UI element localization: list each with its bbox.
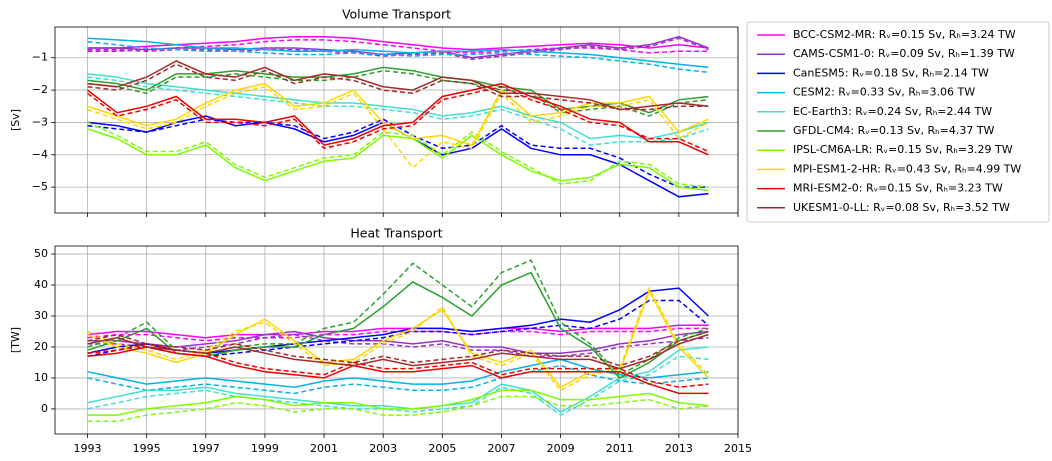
x-tick-label: 2011 (606, 442, 634, 455)
x-tick-label: 1997 (192, 442, 220, 455)
x-tick-label: 2001 (310, 442, 338, 455)
legend-label: UKESM1-0-LL: Rᵥ=0.08 Sv, Rₕ=3.52 TW (793, 201, 1010, 214)
dashed-line (87, 39, 709, 54)
y-tick-label: 10 (34, 371, 48, 384)
dashed-line (87, 355, 709, 416)
line (87, 346, 709, 413)
x-tick-label: 2015 (724, 442, 752, 455)
x-tick-label: 2003 (369, 442, 397, 455)
plot-area (87, 259, 709, 423)
axes-frame (54, 245, 739, 435)
legend-label: CAMS-CSM1-0: Rᵥ=0.09 Sv, Rₕ=1.39 TW (793, 47, 1015, 60)
dashed-line (87, 364, 709, 395)
line (87, 35, 709, 51)
legend-box (746, 21, 1050, 223)
legend-label: IPSL-CM6A-LR: Rᵥ=0.15 Sv, Rₕ=3.29 TW (793, 143, 1013, 156)
x-tick-label: 2005 (428, 442, 456, 455)
x-tick-label: 2009 (547, 442, 575, 455)
y-tick-label: −3 (32, 115, 48, 128)
line (87, 60, 709, 111)
dashed-line (87, 69, 709, 117)
x-tick-label: 2013 (665, 442, 693, 455)
y-tick-label: −1 (32, 51, 48, 64)
y-tick-label: 20 (34, 340, 48, 353)
line (87, 35, 709, 59)
legend-label: GFDL-CM4: Rᵥ=0.13 Sv, Rₕ=4.37 TW (793, 124, 995, 137)
y-tick-label: 0 (41, 402, 48, 415)
line (87, 346, 709, 395)
legend-label: BCC-CSM2-MR: Rᵥ=0.15 Sv, Rₕ=3.24 TW (793, 28, 1016, 41)
line (87, 330, 709, 354)
dashed-line (87, 76, 709, 146)
dashed-line (87, 395, 709, 423)
panel-title: Volume Transport (342, 7, 451, 22)
x-tick-label: 2007 (487, 442, 515, 455)
line (87, 82, 709, 147)
y-axis-label: [Sv] (9, 109, 22, 131)
line (87, 333, 709, 370)
panel-title: Heat Transport (350, 226, 442, 241)
line (87, 324, 709, 339)
dashed-line (87, 259, 709, 376)
line (87, 37, 709, 69)
y-tick-label: 40 (34, 278, 48, 291)
dashed-line (87, 86, 709, 153)
dashed-line (87, 333, 709, 358)
legend-label: CESM2: Rᵥ=0.33 Sv, Rₕ=3.06 TW (793, 86, 975, 99)
y-tick-label: 50 (34, 247, 48, 260)
x-tick-label: 1999 (251, 442, 279, 455)
x-tick-label: 1993 (74, 442, 102, 455)
y-tick-label: −2 (32, 83, 48, 96)
legend-label: CanESM5: Rᵥ=0.18 Sv, Rₕ=2.14 TW (793, 66, 989, 79)
line (87, 128, 709, 192)
dashed-line (87, 286, 709, 392)
line (87, 82, 709, 156)
dashed-line (87, 330, 709, 367)
y-tick-label: 30 (34, 309, 48, 322)
dashed-line (87, 37, 709, 61)
y-axis-label: [TW] (9, 327, 22, 353)
x-tick-label: 1995 (133, 442, 161, 455)
legend-label: EC-Earth3: Rᵥ=0.24 Sv, Rₕ=2.44 TW (793, 105, 992, 118)
legend-label: MRI-ESM2-0: Rᵥ=0.15 Sv, Rₕ=3.23 TW (793, 182, 1003, 195)
y-tick-label: −5 (32, 180, 48, 193)
line (87, 389, 709, 416)
plot-area (87, 35, 709, 198)
axes-frame (54, 26, 739, 214)
line (87, 73, 709, 140)
y-tick-label: −4 (32, 148, 48, 161)
dashed-line (87, 63, 709, 111)
legend-label: MPI-ESM1-2-HR: Rᵥ=0.43 Sv, Rₕ=4.99 TW (793, 162, 1021, 175)
